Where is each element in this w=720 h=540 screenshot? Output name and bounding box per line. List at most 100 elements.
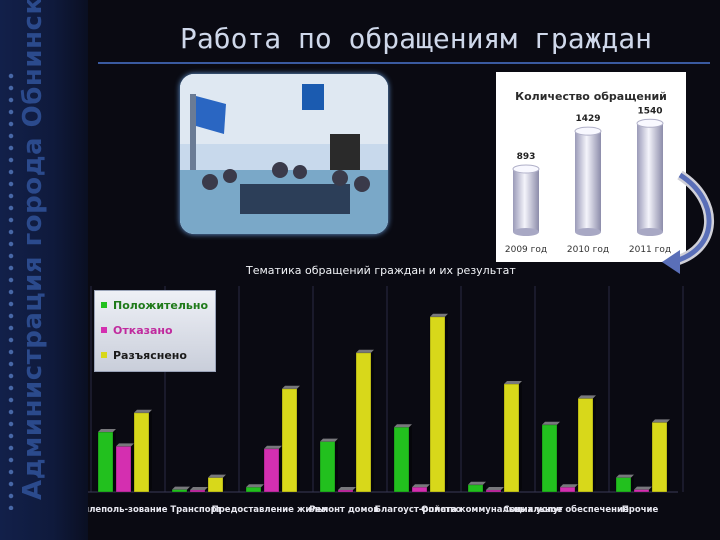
bar-top	[634, 486, 652, 490]
bar-positive	[467, 484, 484, 493]
bar-top	[208, 474, 226, 478]
legend-label-refused: Отказано	[113, 323, 173, 337]
top-bar-value-label: 1540	[637, 106, 662, 116]
bar-refused	[337, 489, 354, 493]
bar-top	[190, 487, 208, 490]
bar-refused	[559, 486, 576, 493]
bar-side	[223, 474, 226, 492]
top-bar-cap	[636, 118, 664, 128]
bar-side	[149, 409, 152, 492]
x-tick-label: Прочие	[622, 505, 659, 515]
bar-top	[394, 424, 412, 428]
meeting-photo-illustration	[180, 74, 388, 234]
bar-side	[631, 474, 634, 492]
topics-chart-title: Тематика обращений граждан и их результа…	[246, 264, 516, 277]
bar-top	[338, 487, 356, 490]
page-title: Работа по обращениям граждан	[180, 22, 653, 55]
top-bar-category-label: 2011 год	[629, 245, 671, 255]
top-bar-value-label: 893	[517, 152, 536, 162]
bar-explained	[577, 398, 594, 493]
bar-side	[297, 385, 300, 492]
top-bar-cap	[512, 164, 540, 174]
top-bar	[575, 131, 601, 232]
x-tick-label: Предоставление жилья	[212, 505, 329, 515]
bar-top	[134, 409, 152, 413]
bar-explained	[651, 421, 668, 493]
legend-item-refused: Отказано	[101, 319, 215, 341]
bar-top	[468, 481, 486, 485]
topics-results-chart: емлеполь-зованиеТранспортПредоставление …	[88, 286, 684, 515]
bar-side	[519, 381, 522, 492]
bar-side	[335, 438, 338, 492]
x-tick-label: Транспорт	[170, 505, 221, 515]
bar-top	[356, 349, 374, 353]
legend-label-positive: Положительно	[113, 298, 209, 312]
bar-side	[575, 484, 578, 492]
bar-refused	[485, 489, 502, 493]
bar-positive	[171, 489, 188, 493]
legend-swatch-magenta	[101, 327, 107, 333]
sidebar: Администрация города Обнинска	[0, 0, 88, 540]
bar-explained	[133, 412, 150, 493]
x-tick-label: емлеполь-зование	[88, 505, 168, 515]
bar-refused	[633, 489, 650, 493]
bar-explained	[207, 477, 224, 493]
bar-top	[652, 419, 670, 423]
bar-side	[131, 443, 134, 492]
bar-explained	[355, 352, 372, 493]
bar-top	[320, 438, 338, 442]
x-tick-label: Благоуст-ройство	[375, 505, 462, 515]
bar-top	[578, 395, 596, 399]
bar-top	[246, 484, 264, 488]
requests-count-chart: Количество обращений 893 2009 год 1429 2010…	[505, 90, 671, 255]
legend-item-explained: Разъяснено	[101, 344, 215, 366]
bar-side	[483, 481, 486, 492]
top-bar	[637, 123, 663, 232]
bar-refused	[263, 448, 280, 493]
bar-positive	[541, 424, 558, 493]
bar-side	[409, 424, 412, 492]
bar-side	[113, 429, 116, 492]
bar-side	[649, 486, 652, 492]
title-divider	[98, 62, 710, 64]
bar-refused	[115, 445, 132, 493]
bar-top	[282, 385, 300, 389]
decorative-dots	[4, 70, 18, 510]
bar-positive	[97, 431, 114, 493]
bar-top	[542, 421, 560, 425]
bar-side	[427, 484, 430, 492]
bar-positive	[319, 441, 336, 493]
top-bar-value-label: 1429	[575, 114, 600, 124]
bar-top	[412, 484, 430, 488]
bar-side	[557, 421, 560, 492]
bar-explained	[429, 316, 446, 493]
bar-top	[616, 474, 634, 478]
bar-top	[172, 486, 190, 490]
bar-side	[205, 487, 208, 492]
top-bar-base	[637, 228, 663, 236]
bar-side	[445, 313, 448, 492]
legend-label-explained: Разъяснено	[113, 348, 187, 362]
bar-side	[371, 349, 374, 492]
bar-top	[98, 429, 116, 432]
bar-top	[560, 484, 578, 488]
bar-top	[486, 487, 504, 490]
bar-side	[187, 486, 190, 492]
bar-refused	[411, 486, 428, 493]
meeting-photo	[180, 74, 388, 234]
bar-positive	[615, 477, 632, 493]
top-bar-base	[513, 228, 539, 236]
bar-side	[593, 395, 596, 492]
bar-explained	[503, 383, 520, 493]
legend-item-positive: Положительно	[101, 294, 215, 316]
bar-positive	[393, 426, 410, 493]
top-bar-category-label: 2009 год	[505, 245, 547, 255]
bar-refused	[189, 489, 206, 493]
chart-legend: Положительно Отказано Разъяснено	[94, 290, 216, 372]
legend-swatch-yellow	[101, 352, 107, 358]
bar-explained	[281, 388, 298, 493]
bar-positive	[245, 486, 262, 493]
legend-swatch-green	[101, 302, 107, 308]
bar-side	[261, 484, 264, 492]
vertical-title: Администрация города Обнинска	[18, 0, 48, 500]
